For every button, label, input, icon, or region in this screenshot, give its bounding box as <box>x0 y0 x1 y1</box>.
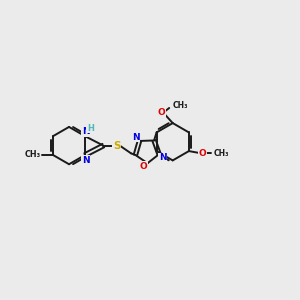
Text: CH₃: CH₃ <box>213 149 229 158</box>
Text: CH₃: CH₃ <box>24 150 40 159</box>
Text: CH₃: CH₃ <box>173 100 188 109</box>
Text: O: O <box>199 149 206 158</box>
Text: N: N <box>159 153 167 162</box>
Text: S: S <box>113 141 121 151</box>
Text: N: N <box>82 156 90 165</box>
Text: H: H <box>87 124 94 133</box>
Text: O: O <box>140 162 148 171</box>
Text: N: N <box>132 133 140 142</box>
Text: N: N <box>82 127 90 136</box>
Text: O: O <box>158 108 166 117</box>
